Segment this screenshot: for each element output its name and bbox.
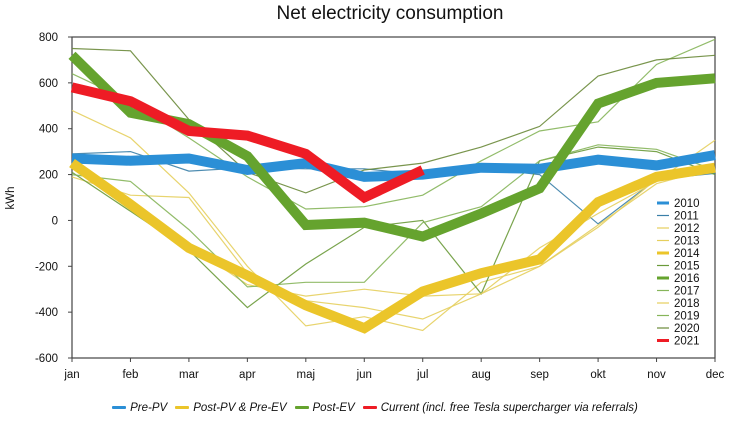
legend-label-2015: 2015 [674, 261, 700, 273]
series-line-2020 [71, 47, 716, 194]
legend-label-2019: 2019 [674, 311, 700, 323]
legend-label-2012: 2012 [674, 223, 700, 235]
legend-label-2018: 2018 [674, 298, 700, 310]
group-legend-swatch [112, 406, 127, 409]
group-legend-item: Current (incl. free Tesla supercharger v… [362, 401, 638, 414]
x-tick-label: dec [706, 369, 725, 381]
group-legend-swatch [175, 406, 190, 409]
x-tick-label: jan [63, 369, 79, 381]
x-tick-label: jun [356, 369, 372, 381]
group-legend-label: Pre-PV [130, 401, 168, 414]
chart-title: Net electricity consumption [276, 3, 503, 24]
legend-label-2010: 2010 [674, 198, 700, 210]
series-line-2019 [71, 144, 716, 288]
series-line-2012 [71, 109, 716, 332]
x-tick-label: apr [239, 369, 256, 381]
plot-border [71, 36, 716, 359]
x-tick-label: sep [530, 369, 549, 381]
legend-label-2017: 2017 [674, 286, 700, 298]
legend-label-2014: 2014 [674, 248, 700, 260]
group-legend-label: Post-PV & Pre-EV [193, 401, 287, 414]
y-tick-label: -200 [35, 261, 58, 273]
y-tick-label: 200 [39, 170, 58, 182]
group-legend-label: Post-EV [312, 401, 355, 414]
x-tick-label: feb [122, 369, 138, 381]
group-legend-swatch [294, 406, 309, 409]
x-axis: jan feb mar apr maj jun jul aug sep okt nov dec [63, 358, 725, 381]
y-tick-label: 600 [39, 78, 58, 90]
series-line-2010 [71, 150, 716, 182]
series-line-2021 [70, 82, 425, 204]
legend-label-2021: 2021 [674, 336, 700, 348]
legend-label-2011: 2011 [674, 211, 699, 223]
x-tick-label: maj [297, 369, 316, 381]
legend-label-2016: 2016 [674, 273, 700, 285]
x-tick-label: nov [647, 369, 666, 381]
group-legend-swatch [362, 406, 377, 409]
series-line-2017 [71, 38, 716, 210]
group-legend-item: Post-PV & Pre-EV [175, 401, 287, 414]
group-legend-item: Post-EV [294, 401, 355, 414]
line-chart: Net electricity consumption kWh 800 600 40… [5, 3, 725, 381]
group-legend: Pre-PV Post-PV & Pre-EV Post-EV Current (in… [0, 400, 750, 414]
x-tick-label: jul [416, 369, 429, 381]
y-tick-label: -600 [35, 353, 58, 365]
legend-label-2020: 2020 [674, 323, 700, 335]
group-legend-label: Current (incl. free Tesla supercharger v… [380, 401, 638, 414]
group-legend-item: Pre-PV [112, 402, 167, 414]
y-axis: 800 600 400 200 0 -200 -400 -600 [35, 32, 72, 365]
y-tick-label: -400 [35, 307, 58, 319]
plot-frame [71, 36, 716, 359]
series-line-2014 [69, 159, 716, 334]
y-tick-label: 400 [39, 124, 58, 136]
y-axis-label: kWh [5, 187, 17, 210]
legend-label-2013: 2013 [674, 236, 700, 248]
year-legend: 2010201120122013201420152016201720182019… [657, 198, 700, 348]
thick-series-group [68, 51, 716, 334]
y-tick-label: 0 [52, 215, 58, 227]
y-tick-label: 800 [39, 32, 58, 44]
x-tick-label: mar [179, 369, 199, 381]
x-tick-label: okt [590, 369, 606, 381]
x-tick-label: aug [472, 369, 491, 381]
